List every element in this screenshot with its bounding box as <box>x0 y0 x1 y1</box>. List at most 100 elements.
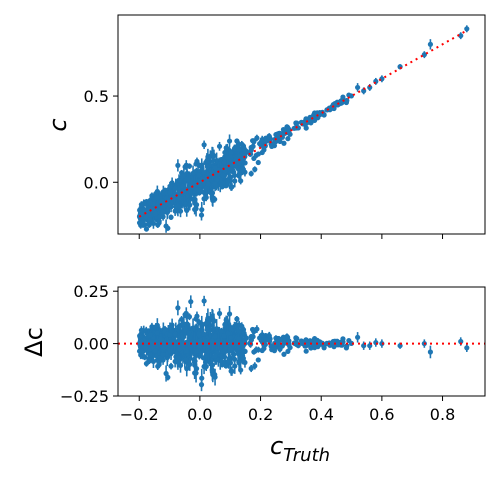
residual-point <box>327 341 333 347</box>
data-point <box>225 178 231 185</box>
residual-point <box>286 338 292 344</box>
data-point <box>140 222 146 228</box>
residual-point <box>236 359 242 365</box>
data-point <box>281 131 287 137</box>
residual-point <box>236 328 242 334</box>
residual-point <box>269 347 275 353</box>
residual-point <box>192 358 198 364</box>
top-y-ticks: 0.0 0.5 <box>84 87 118 192</box>
residual-point <box>152 348 159 354</box>
data-point <box>263 138 269 145</box>
data-point <box>236 172 242 179</box>
residual-point <box>167 332 173 338</box>
x-tick-label: 0.8 <box>430 405 455 424</box>
data-point <box>234 138 240 144</box>
residual-point <box>175 305 181 311</box>
residual-point <box>223 317 229 323</box>
residual-point <box>235 336 242 342</box>
data-point <box>266 133 272 140</box>
residual-point <box>199 321 205 327</box>
residual-point <box>201 298 207 304</box>
residual-point <box>427 349 434 355</box>
data-point <box>235 153 242 160</box>
residual-point <box>239 354 246 360</box>
residual-point <box>227 346 234 353</box>
residual-point <box>255 357 261 363</box>
x-tick-label: 0.6 <box>369 405 394 424</box>
y-tick-label: −0.25 <box>60 387 109 406</box>
residual-point <box>293 341 299 347</box>
residual-point <box>228 368 234 374</box>
residual-point <box>192 362 198 368</box>
data-point <box>152 211 159 217</box>
residual-point <box>204 319 210 326</box>
residual-point <box>160 352 166 358</box>
top-panel: 0.0 0.5 c <box>44 14 486 239</box>
x-axis-label-subscript: Truth <box>283 445 330 466</box>
data-point <box>228 184 234 190</box>
residual-point <box>212 374 218 380</box>
residual-point <box>464 345 470 351</box>
data-point <box>160 204 167 210</box>
residual-point <box>184 366 190 372</box>
data-point <box>223 183 229 189</box>
data-point <box>212 181 218 187</box>
residual-point <box>168 363 174 369</box>
bottom-y-ticks: −0.25 0.00 0.25 <box>60 282 118 406</box>
data-point <box>210 197 216 204</box>
y-tick-label: 0.5 <box>84 87 109 106</box>
residual-point <box>196 343 202 349</box>
data-point <box>281 140 287 146</box>
residual-point <box>234 316 240 322</box>
data-point <box>187 202 193 208</box>
data-point <box>238 178 244 184</box>
residual-point <box>311 345 318 351</box>
data-point <box>172 192 178 199</box>
residual-point <box>248 365 254 372</box>
data-point <box>221 159 227 165</box>
residual-point <box>243 335 249 341</box>
bottom-panel: −0.25 0.00 0.25 −0.2 0.0 0.2 0.4 0.6 0.8 Δc cTr… <box>20 282 486 466</box>
residual-point <box>202 337 208 344</box>
residual-point <box>216 310 223 317</box>
data-point <box>138 201 144 208</box>
residual-point <box>225 359 231 365</box>
data-point <box>458 33 464 39</box>
residual-point <box>186 314 193 320</box>
data-point <box>192 206 198 213</box>
data-point <box>172 185 178 192</box>
residual-point <box>209 313 215 320</box>
data-point <box>152 205 158 212</box>
data-point <box>255 159 261 166</box>
residual-point <box>226 311 233 317</box>
data-point <box>201 169 207 176</box>
bottom-plot-frame <box>117 286 486 397</box>
data-point <box>285 136 291 142</box>
data-point <box>165 225 171 231</box>
data-point <box>176 195 183 201</box>
data-point <box>154 195 160 201</box>
data-point <box>199 162 205 168</box>
residual-point <box>188 299 194 305</box>
residual-point <box>253 347 259 353</box>
residual-point <box>252 363 258 369</box>
data-point <box>204 158 210 164</box>
residual-point <box>182 312 188 318</box>
residual-point <box>167 325 173 331</box>
residual-point <box>198 382 205 388</box>
residual-point <box>285 348 291 355</box>
data-point <box>198 212 205 218</box>
y-tick-label: 0.0 <box>84 173 109 192</box>
data-point <box>236 147 242 153</box>
residual-point <box>321 345 327 351</box>
data-point <box>355 84 361 91</box>
data-point <box>239 141 245 147</box>
residual-point <box>281 340 287 346</box>
data-point <box>182 164 188 170</box>
residual-point <box>303 348 309 354</box>
residual-point <box>140 354 146 360</box>
data-point <box>252 166 258 172</box>
residual-point <box>230 342 236 348</box>
y-tick-label: 0.00 <box>73 335 109 354</box>
